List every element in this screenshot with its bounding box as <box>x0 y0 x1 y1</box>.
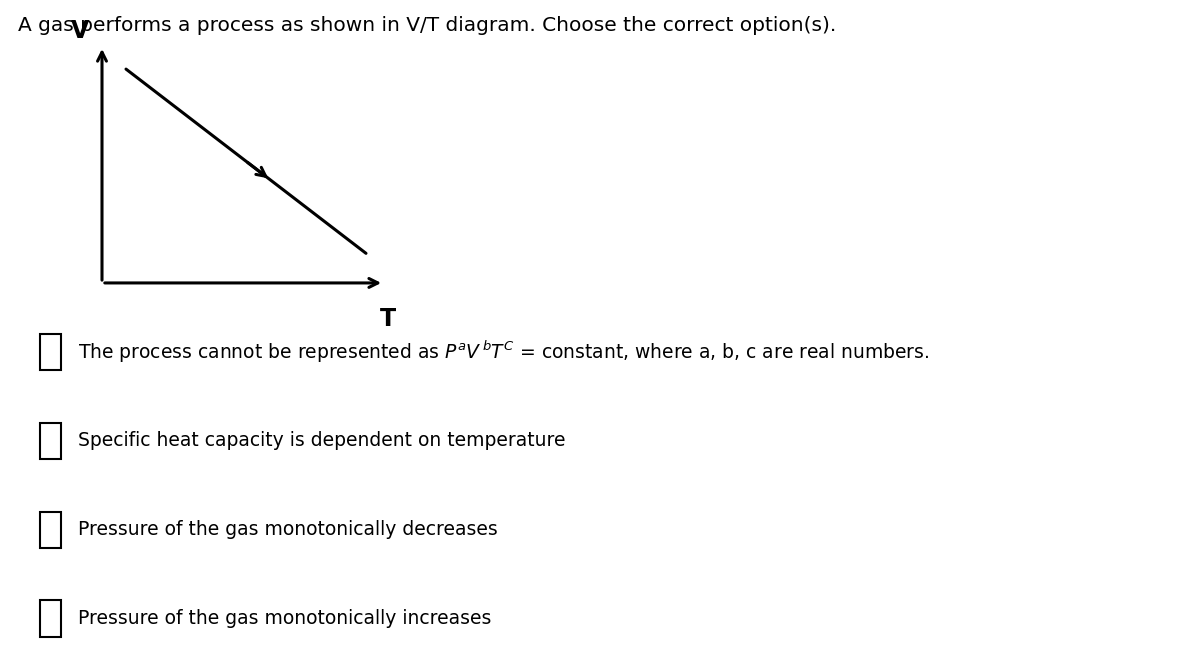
Text: Specific heat capacity is dependent on temperature: Specific heat capacity is dependent on t… <box>78 432 565 450</box>
Bar <box>40 423 61 459</box>
Text: Pressure of the gas monotonically decreases: Pressure of the gas monotonically decrea… <box>78 520 498 539</box>
Text: T: T <box>379 307 396 331</box>
Bar <box>40 334 61 370</box>
Bar <box>40 512 61 547</box>
Text: V: V <box>71 19 90 43</box>
Text: The process cannot be represented as $P^{a}V^{\,b}T^{C}$ = constant, where a, b,: The process cannot be represented as $P^… <box>78 339 929 365</box>
Text: A gas performs a process as shown in V/T diagram. Choose the correct option(s).: A gas performs a process as shown in V/T… <box>18 16 836 36</box>
Text: Pressure of the gas monotonically increases: Pressure of the gas monotonically increa… <box>78 609 491 628</box>
Bar <box>40 600 61 637</box>
